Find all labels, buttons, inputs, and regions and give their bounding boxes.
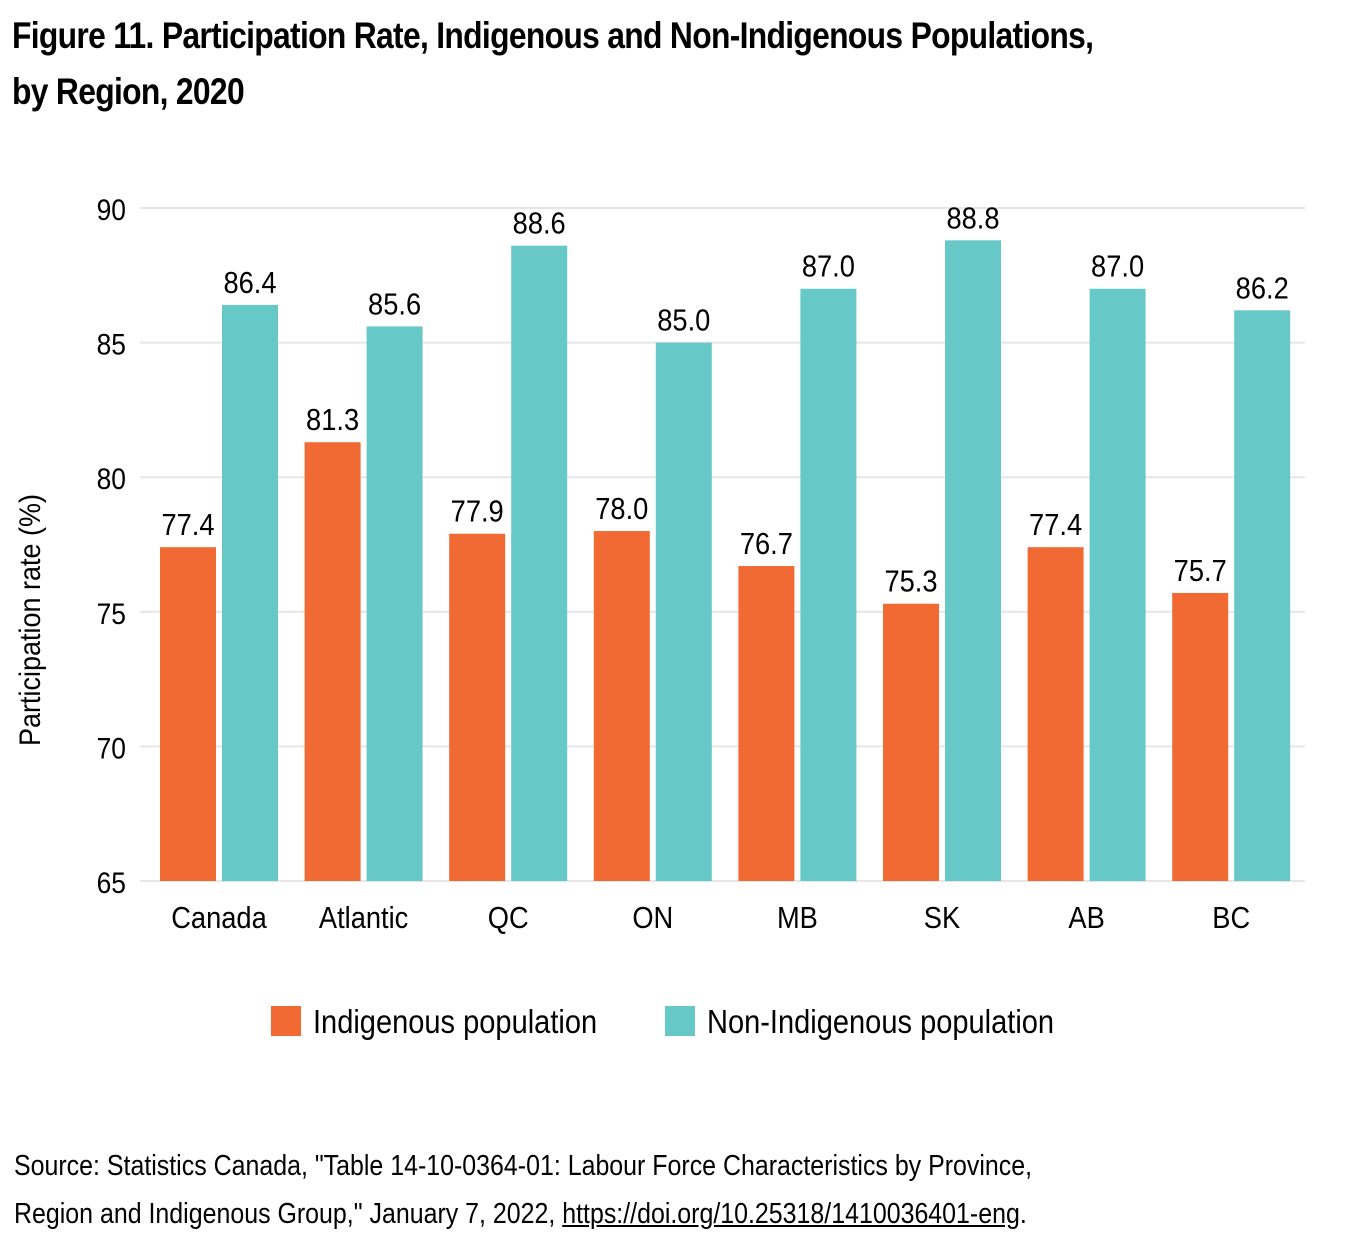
bar-chart: 65 70 75 80 85 90 Participation rate (%) 77.4… [14, 192, 1305, 1040]
y-tick-label: 75 [97, 596, 126, 630]
bar-indigenous [1172, 592, 1229, 881]
source-link[interactable]: https://doi.org/10.25318/1410036401-eng [562, 1198, 1020, 1230]
x-tick-label: Atlantic [319, 901, 408, 935]
legend-label: Non-Indigenous population [707, 1003, 1054, 1040]
x-tick-label: ON [632, 901, 673, 935]
data-label: 75.3 [884, 565, 937, 599]
bar-indigenous [593, 531, 650, 881]
x-tick-label: SK [924, 901, 961, 935]
data-label: 77.9 [451, 495, 504, 529]
data-labels: 77.4 86.4 81.3 85.6 77.9 88.6 78.0 85.0 76.7 87.0… [161, 202, 1288, 599]
bar-non-indigenous [366, 326, 423, 881]
legend-swatch [665, 1006, 695, 1036]
x-tick-label: MB [777, 901, 818, 935]
bar-indigenous [304, 442, 361, 881]
data-label: 88.6 [513, 207, 566, 241]
bar-non-indigenous [1234, 310, 1291, 881]
data-label: 76.7 [740, 527, 793, 561]
legend-item: Indigenous population [271, 1003, 597, 1040]
data-label: 77.4 [1029, 509, 1082, 543]
bar-non-indigenous [511, 245, 568, 882]
data-label: 87.0 [802, 250, 855, 284]
data-label: 85.0 [657, 304, 710, 338]
y-tick-label: 70 [97, 731, 126, 765]
bar-non-indigenous [800, 288, 857, 881]
y-axis-label: Participation rate (%) [14, 494, 48, 746]
bar-indigenous [883, 603, 939, 881]
data-label: 87.0 [1091, 250, 1144, 284]
bar-non-indigenous [655, 342, 712, 882]
source-text-line-2: Region and Indigenous Group," January 7,… [14, 1198, 563, 1230]
chart-title-line-1: Figure 11. Participation Rate, Indigenou… [12, 15, 1094, 56]
legend-item: Non-Indigenous population [665, 1003, 1054, 1040]
data-label: 78.0 [595, 492, 648, 526]
data-label: 81.3 [306, 404, 359, 438]
source-text-line-1: Source: Statistics Canada, "Table 14-10-… [14, 1150, 1033, 1182]
legend-swatch [271, 1006, 301, 1036]
data-label: 86.2 [1236, 272, 1289, 306]
y-tick-label: 90 [97, 192, 126, 226]
source-note: Source: Statistics Canada, "Table 14-10-… [14, 1142, 1032, 1238]
y-tick-label: 65 [97, 865, 126, 899]
chart-title-line-2: by Region, 2020 [12, 71, 245, 112]
y-tick-label: 80 [97, 462, 126, 496]
data-label: 85.6 [368, 288, 421, 322]
x-axis-ticks: Canada Atlantic QC ON MB SK AB BC [171, 901, 1250, 935]
bar-indigenous [1027, 547, 1084, 881]
data-label: 86.4 [223, 266, 276, 300]
x-tick-label: Canada [171, 901, 267, 935]
bar-non-indigenous [945, 240, 1001, 881]
y-axis-ticks: 65 70 75 80 85 90 [97, 192, 126, 899]
x-tick-label: BC [1212, 901, 1250, 935]
bar-non-indigenous [1089, 288, 1146, 881]
x-tick-label: QC [488, 901, 529, 935]
bar-indigenous [738, 566, 795, 881]
source-trail: . [1019, 1198, 1027, 1230]
chart-title: Figure 11. Participation Rate, Indigenou… [12, 8, 1156, 120]
bar-indigenous [449, 533, 506, 881]
data-label: 77.4 [161, 509, 214, 543]
data-label: 88.8 [946, 202, 999, 236]
bars [160, 240, 1291, 882]
data-label: 75.7 [1174, 554, 1227, 588]
bar-indigenous [160, 547, 216, 881]
legend: Indigenous population Non-Indigenous popu… [271, 1003, 1054, 1040]
x-tick-label: AB [1068, 901, 1104, 935]
bar-non-indigenous [222, 304, 278, 881]
legend-label: Indigenous population [313, 1003, 597, 1040]
y-tick-label: 85 [97, 327, 126, 361]
